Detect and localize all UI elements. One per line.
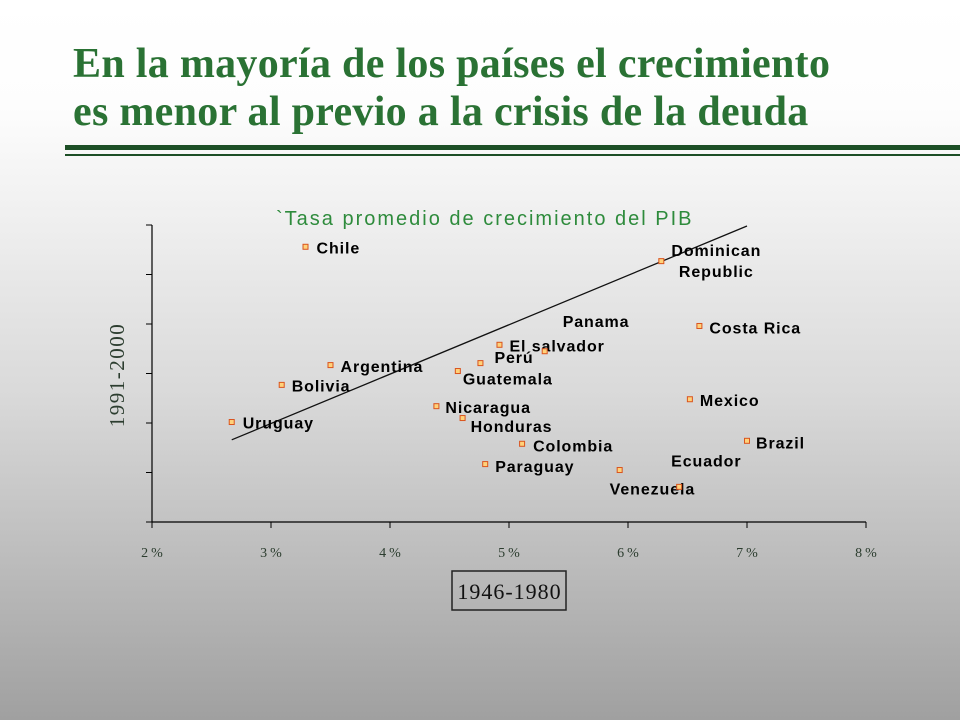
point-marker — [696, 322, 703, 329]
point-marker — [459, 415, 466, 422]
x-tick-label: 2% — [141, 546, 166, 561]
point-marker — [454, 368, 461, 375]
point-marker — [616, 467, 623, 474]
point-label: Perú — [494, 350, 533, 367]
point-marker — [278, 381, 285, 388]
x-tick-label: 5% — [498, 546, 523, 561]
y-axis-label: 1991-2000 — [105, 323, 129, 428]
point-marker — [433, 403, 440, 410]
point-label: Bolivia — [292, 379, 351, 396]
point-marker — [496, 341, 503, 348]
point-label: Nicaragua — [445, 400, 530, 417]
point-label-line: Dominican — [671, 243, 761, 260]
x-tick-label: 8% — [855, 546, 880, 561]
point-label: El salvador — [509, 338, 604, 355]
x-axis-tick-labels: 2% 3% 4% 5% 6% 7% 8% — [141, 546, 880, 561]
point-label: Dominican Republic — [671, 243, 761, 281]
point-label: Brazil — [756, 436, 805, 453]
x-tick-label: 6% — [617, 546, 642, 561]
x-tick-label: 3% — [260, 546, 285, 561]
y-axis-ticks — [146, 224, 152, 523]
chart-title: `Tasa promedio de crecimiento del PIB — [276, 208, 694, 230]
point-label: Chile — [317, 240, 361, 257]
point-label: Paraguay — [495, 459, 574, 476]
point-marker — [658, 258, 665, 265]
title-rule-thin — [65, 154, 960, 156]
point-marker — [327, 362, 334, 369]
x-axis-label-box — [451, 570, 567, 611]
point-marker — [541, 348, 548, 355]
x-tick-label: 7% — [736, 546, 761, 561]
point-label: Ecuador — [671, 454, 741, 471]
point-labels: Chile Dominican Republic Costa Rica Panama El… — [243, 240, 805, 499]
x-axis-label: 1946-1980 — [457, 579, 561, 604]
point-label: Colombia — [533, 438, 613, 455]
point-label: Mexico — [700, 393, 760, 410]
point-marker — [228, 419, 235, 426]
point-label-line: Republic — [679, 264, 754, 281]
x-axis-ticks — [151, 522, 867, 528]
point-label: Venezuela — [610, 482, 695, 499]
point-label: Costa Rica — [709, 321, 801, 338]
slide-title-line-2: es menor al previo a la crisis de la deu… — [73, 89, 809, 135]
point-marker — [482, 461, 489, 468]
slide-title-line-1: En la mayoría de los países el crecimien… — [73, 41, 831, 87]
point-marker — [477, 360, 484, 367]
point-marker — [676, 483, 683, 490]
point-marker — [519, 440, 526, 447]
x-tick-label: 4% — [379, 546, 404, 561]
point-label: Honduras — [471, 419, 553, 436]
point-markers — [228, 243, 750, 490]
point-label: Panama — [563, 314, 630, 331]
point-marker — [744, 437, 750, 444]
point-label: Argentina — [341, 359, 424, 376]
point-label: Uruguay — [243, 416, 314, 433]
point-marker — [302, 243, 309, 250]
title-rule-thick — [65, 145, 960, 150]
point-marker — [686, 396, 693, 403]
point-label: Guatemala — [463, 372, 553, 389]
